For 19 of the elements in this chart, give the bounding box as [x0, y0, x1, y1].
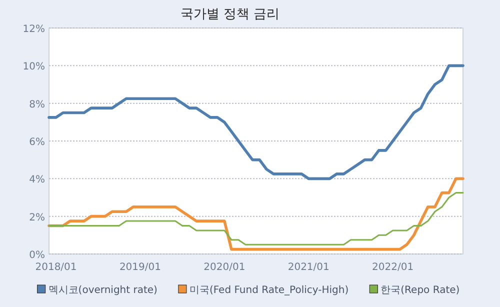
- x-tick-label: 2019/01: [119, 262, 161, 273]
- y-tick-label: 8%: [29, 99, 45, 110]
- legend-label: 멕시코(overnight rate): [48, 285, 158, 296]
- y-tick-label: 6%: [29, 137, 45, 148]
- y-tick-label: 12%: [22, 24, 45, 35]
- line-series: [48, 192, 464, 246]
- x-tick-label: 2021/01: [288, 262, 330, 273]
- y-tick-label: 4%: [29, 174, 45, 186]
- chart-title: 국가별 정책 금리: [180, 7, 280, 22]
- x-tick-label: 2018/01: [35, 262, 77, 273]
- line-series: [48, 177, 464, 251]
- y-tick-label: 10%: [22, 62, 45, 73]
- x-tick-label: 2022/01: [372, 262, 414, 273]
- x-tick-label: 2020/01: [204, 262, 246, 273]
- y-tick-label: 2%: [29, 212, 45, 224]
- line-series: [48, 64, 464, 180]
- legend-label: 한국(Repo Rate): [380, 285, 460, 296]
- y-tick-label: 0%: [29, 250, 45, 261]
- legend-label: 미국(Fed Fund Rate_Policy-High): [189, 285, 349, 296]
